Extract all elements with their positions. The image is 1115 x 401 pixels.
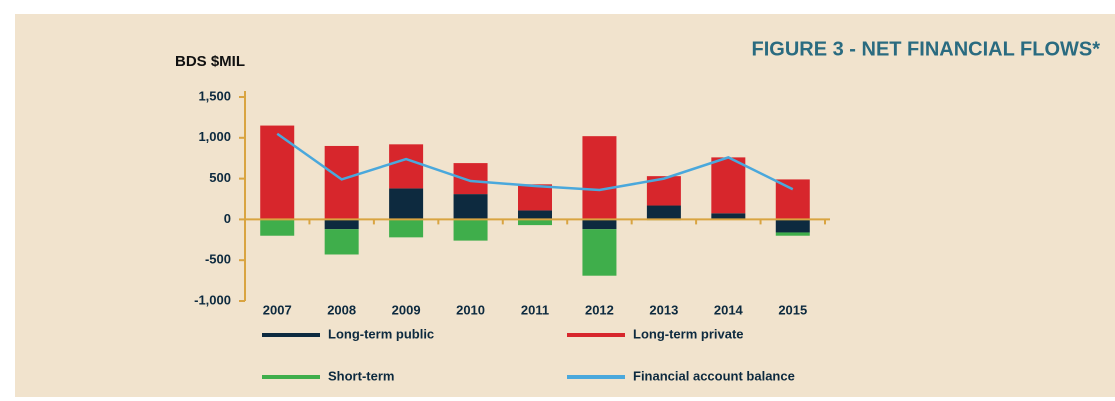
x-tick-label: 2009 xyxy=(392,302,421,317)
y-tick-label: 1,500 xyxy=(198,88,231,103)
x-tick-label: 2012 xyxy=(585,302,614,317)
bar xyxy=(389,219,424,238)
y-tick-label: -500 xyxy=(205,252,231,267)
legend-label: Long-term public xyxy=(328,326,434,341)
bar xyxy=(582,136,617,220)
legend-label: Financial account balance xyxy=(633,368,795,383)
y-axis-label: BDS $MIL xyxy=(175,53,245,70)
chart-title: FIGURE 3 - NET FINANCIAL FLOWS* xyxy=(751,38,1100,60)
bar xyxy=(518,219,552,226)
bar xyxy=(324,219,359,230)
bar xyxy=(582,229,617,276)
bar xyxy=(582,219,617,230)
x-tick-label: 2008 xyxy=(327,302,356,317)
x-tick-label: 2014 xyxy=(714,302,744,317)
bar xyxy=(324,229,359,255)
y-tick-label: 500 xyxy=(209,170,231,185)
bar xyxy=(453,194,488,220)
y-tick-label: 1,000 xyxy=(198,129,231,144)
bar xyxy=(518,184,552,211)
bar xyxy=(711,213,746,220)
x-tick-label: 2010 xyxy=(456,302,485,317)
y-tick-label: 0 xyxy=(224,211,231,226)
x-tick-label: 2007 xyxy=(263,302,292,317)
bar xyxy=(453,163,488,195)
bar xyxy=(711,157,746,214)
bar xyxy=(260,125,295,220)
bar xyxy=(646,205,681,220)
bar xyxy=(324,145,359,220)
x-tick-label: 2011 xyxy=(521,302,549,317)
bar xyxy=(775,179,810,220)
background xyxy=(15,14,1115,397)
x-tick-label: 2015 xyxy=(778,302,807,317)
y-tick-label: -1,000 xyxy=(194,292,231,307)
bar xyxy=(389,188,424,220)
bar xyxy=(775,219,810,233)
bar xyxy=(518,210,552,220)
bar xyxy=(453,219,488,241)
legend-label: Short-term xyxy=(328,368,394,383)
bar xyxy=(775,232,810,236)
bar xyxy=(260,219,295,236)
x-tick-label: 2013 xyxy=(649,302,678,317)
legend-label: Long-term private xyxy=(633,326,744,341)
line xyxy=(276,132,794,192)
bar xyxy=(389,144,424,189)
